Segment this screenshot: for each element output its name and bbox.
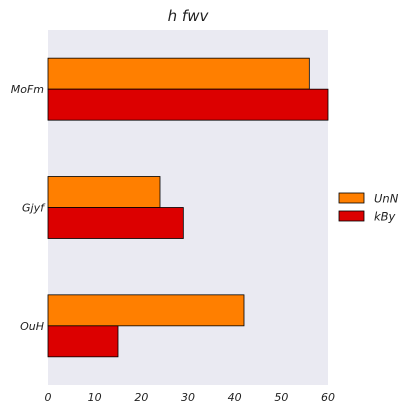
legend: UnN kBy	[338, 192, 399, 224]
bar-kBy-OuH	[47, 325, 119, 358]
y-tick-label: MoFm	[11, 83, 44, 96]
x-tick-label: 10	[88, 391, 102, 404]
bar-UnN-Gjyf	[47, 176, 161, 208]
y-tick-label: OuH	[20, 320, 44, 333]
legend-label: kBy	[374, 210, 396, 224]
x-tick-label: 40	[228, 391, 242, 404]
x-tick-labels: 0 10 20 30 40 50 60	[45, 391, 336, 404]
bar-UnN-MoFm	[47, 57, 310, 90]
x-tick-label: 20	[134, 391, 148, 404]
bar-kBy-MoFm	[47, 88, 329, 121]
x-tick-label: 60	[321, 391, 335, 404]
legend-swatch-UnN	[338, 192, 365, 204]
bar-UnN-OuH	[47, 294, 245, 327]
bar-kBy-Gjyf	[47, 207, 184, 239]
bars-group	[47, 57, 329, 358]
legend-label: UnN	[374, 192, 399, 206]
x-tick-label: 50	[274, 391, 288, 404]
x-tick-label: 30	[181, 391, 195, 404]
chart-title: h fwv	[168, 7, 210, 25]
y-tick-label: Gjyf	[22, 202, 46, 215]
legend-swatch-kBy	[338, 210, 365, 222]
y-tick-labels: MoFm Gjyf OuH	[11, 83, 46, 333]
x-tick-label: 0	[45, 391, 52, 404]
